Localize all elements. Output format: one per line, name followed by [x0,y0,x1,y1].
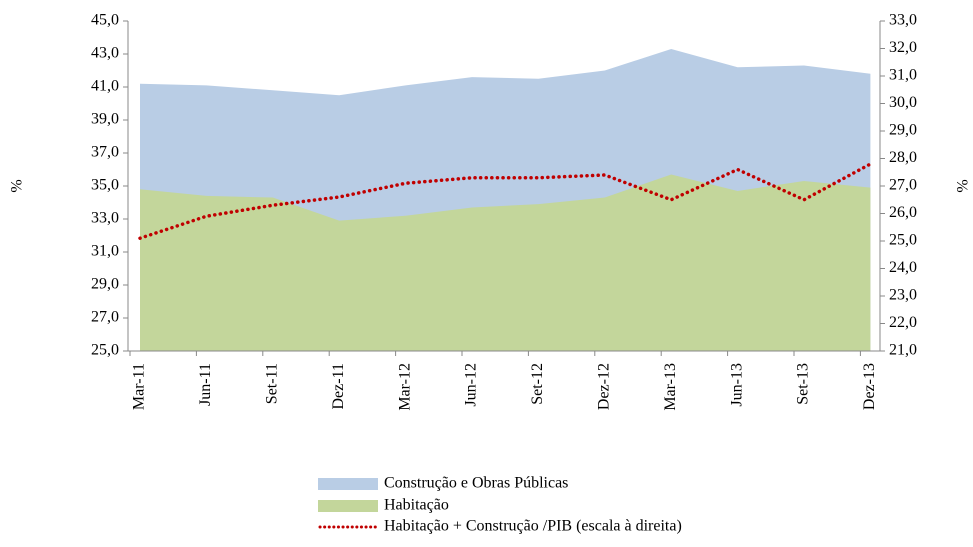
y-tick-label: 41,0 [91,78,119,95]
y2-tick-label: 25,0 [889,232,917,249]
y-tick-label: 39,0 [91,111,119,128]
legend-swatch [318,500,378,512]
x-tick-label: Mar-13 [662,363,679,411]
x-tick-label: Dez-13 [861,363,878,410]
y2-tick-label: 27,0 [889,177,917,194]
x-tick-label: Jun-12 [463,363,480,407]
legend-label: Habitação + Construção /PIB (escala à di… [384,518,682,535]
x-tick-label: Mar-11 [131,363,148,410]
x-tick-label: Set-12 [529,363,546,405]
y-axis-label: % [9,179,26,192]
x-tick-label: Jun-11 [197,363,214,406]
y2-tick-label: 33,0 [889,12,917,29]
x-tick-label: Mar-12 [396,363,413,411]
x-tick-label: Dez-12 [595,363,612,410]
y-tick-label: 25,0 [91,342,119,359]
y2-tick-label: 24,0 [889,259,917,276]
y2-tick-label: 23,0 [889,287,917,304]
y-tick-label: 33,0 [91,210,119,227]
y2-axis-label: % [955,179,972,192]
y-tick-label: 29,0 [91,276,119,293]
legend-label: Habitação [384,497,449,514]
y2-tick-label: 22,0 [889,314,917,331]
line [138,162,873,240]
y-tick-label: 27,0 [91,309,119,326]
y-tick-label: 43,0 [91,45,119,62]
y2-tick-label: 21,0 [889,342,917,359]
y2-tick-label: 31,0 [889,67,917,84]
y-tick-label: 31,0 [91,243,119,260]
y2-tick-label: 28,0 [889,149,917,166]
legend-label: Construção e Obras Públicas [384,475,568,492]
y2-tick-label: 29,0 [889,122,917,139]
x-tick-label: Set-11 [263,363,280,404]
y-tick-label: 45,0 [91,12,119,29]
legend-swatch [318,478,378,490]
x-tick-label: Jun-13 [728,363,745,407]
x-tick-label: Dez-11 [330,363,347,410]
y-tick-label: 35,0 [91,177,119,194]
y2-tick-label: 30,0 [889,94,917,111]
y2-tick-label: 26,0 [889,204,917,221]
y2-tick-label: 32,0 [889,39,917,56]
area [140,174,871,351]
y-tick-label: 37,0 [91,144,119,161]
x-tick-label: Set-13 [795,363,812,405]
